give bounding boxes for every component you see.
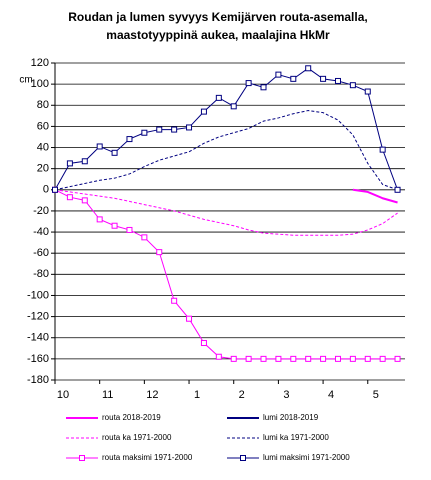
series-marker <box>126 226 133 233</box>
y-tick-label: 100 <box>31 78 49 90</box>
y-tick-label: 60 <box>37 120 49 132</box>
legend-label: routa ka 1971-2000 <box>102 433 172 442</box>
series-marker <box>320 75 327 82</box>
series-marker <box>141 129 148 136</box>
x-tick-label: 4 <box>328 389 334 401</box>
y-tick-label: 40 <box>37 141 49 153</box>
legend-label: lumi ka 1971-2000 <box>263 433 329 442</box>
legend-marker <box>240 455 246 461</box>
series-marker <box>215 94 222 101</box>
chart-title: maastotyyppinä aukea, maalajina HkMr <box>106 28 330 42</box>
series-marker <box>230 355 237 362</box>
series-marker <box>156 126 163 133</box>
series-marker <box>349 82 356 89</box>
legend-label: routa 2018-2019 <box>102 413 161 422</box>
series-marker <box>230 103 237 110</box>
x-tick-label: 3 <box>283 389 289 401</box>
series-marker <box>245 355 252 362</box>
series-marker <box>186 124 193 131</box>
series-marker <box>394 186 401 193</box>
y-tick-label: -20 <box>33 205 49 217</box>
series-marker <box>52 186 58 193</box>
x-tick-label: 1 <box>194 389 200 401</box>
series-marker <box>171 297 178 304</box>
series-marker <box>141 234 148 241</box>
series-marker <box>66 160 73 167</box>
y-tick-label: -40 <box>33 226 49 238</box>
legend-marker <box>79 455 85 461</box>
y-tick-label: -60 <box>33 247 49 259</box>
series-marker <box>126 136 133 143</box>
series-marker <box>290 355 297 362</box>
y-tick-label: -100 <box>27 289 49 301</box>
series-marker <box>96 216 103 223</box>
series-marker <box>394 355 401 362</box>
series-marker <box>81 158 88 165</box>
series-marker <box>349 355 356 362</box>
y-axis-label: cm <box>19 75 32 86</box>
series-line <box>352 188 398 204</box>
y-tick-label: 120 <box>31 57 49 69</box>
series-line <box>54 110 398 191</box>
series-marker <box>334 355 341 362</box>
x-tick-label: 12 <box>146 389 158 401</box>
y-tick-label: -120 <box>27 311 49 323</box>
chart-title: Roudan ja lumen syvyys Kemijärven routa-… <box>68 10 367 24</box>
series-marker <box>379 355 386 362</box>
series-marker <box>305 65 312 72</box>
series-marker <box>364 355 371 362</box>
series-marker <box>290 75 297 82</box>
x-tick-label: 5 <box>373 389 379 401</box>
x-tick-label: 10 <box>57 389 69 401</box>
series-marker <box>156 249 163 256</box>
y-tick-label: 20 <box>37 163 49 175</box>
series-marker <box>111 222 118 229</box>
series-marker <box>96 143 103 150</box>
series-marker <box>260 84 267 91</box>
series-line <box>54 67 399 191</box>
series-marker <box>66 194 73 201</box>
series-marker <box>200 340 207 347</box>
y-tick-label: -160 <box>27 353 49 365</box>
y-tick-label: -180 <box>27 374 49 386</box>
series-marker <box>215 353 222 360</box>
series-marker <box>260 355 267 362</box>
series-marker <box>81 197 88 204</box>
series-marker <box>275 355 282 362</box>
y-tick-label: -140 <box>27 332 49 344</box>
series-marker <box>275 71 282 78</box>
series-marker <box>186 315 193 322</box>
legend-label: lumi 2018-2019 <box>263 413 319 422</box>
x-tick-label: 2 <box>239 389 245 401</box>
series-marker <box>334 77 341 84</box>
y-tick-label: -80 <box>33 268 49 280</box>
series-marker <box>320 355 327 362</box>
series-marker <box>200 108 207 115</box>
series-marker <box>111 149 118 156</box>
x-tick-label: 11 <box>102 389 113 401</box>
legend-label: routa maksimi 1971-2000 <box>102 453 193 462</box>
series-marker <box>245 80 252 87</box>
series-marker <box>171 126 178 133</box>
y-tick-label: 0 <box>43 184 49 196</box>
series-marker <box>379 146 386 153</box>
series-marker <box>364 88 371 95</box>
series-line <box>54 189 398 236</box>
legend-label: lumi maksimi 1971-2000 <box>263 453 350 462</box>
y-tick-label: 80 <box>37 99 49 111</box>
series-marker <box>305 355 312 362</box>
